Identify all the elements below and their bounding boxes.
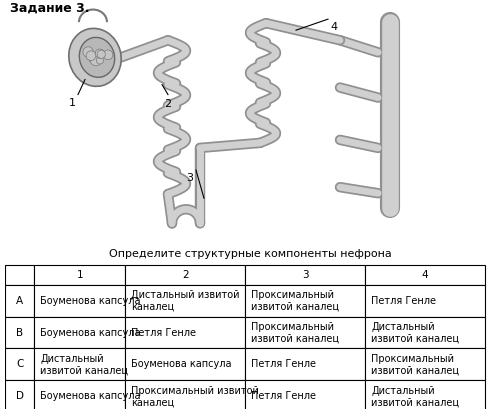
Bar [245,285,365,317]
Text: 4: 4 [422,270,428,280]
Bar [245,265,365,285]
Bar [365,317,485,348]
Bar [245,348,365,380]
Bar [365,380,485,409]
Bar [365,348,485,380]
Text: Боуменова капсула: Боуменова капсула [131,360,232,369]
Bar [5,265,34,285]
Bar [125,348,245,380]
Text: 4: 4 [330,22,337,32]
Text: Боуменова капсула: Боуменова капсула [40,391,141,401]
Text: 2: 2 [164,99,172,109]
Bar [125,265,245,285]
Bar [5,348,34,380]
Text: Дистальный
извитой каналец: Дистальный извитой каналец [371,386,459,407]
Circle shape [95,49,104,58]
Bar [5,285,34,317]
Text: Петля Генле: Петля Генле [251,391,316,401]
Circle shape [90,54,102,66]
Text: Определите структурные компоненты нефрона: Определите структурные компоненты нефрон… [108,249,392,258]
Circle shape [83,47,94,57]
Circle shape [86,51,96,61]
Circle shape [96,57,103,64]
Bar [245,380,365,409]
Text: D: D [16,391,24,401]
Bar [365,265,485,285]
Text: 3: 3 [302,270,308,280]
Text: Проксимальный
извитой каналец: Проксимальный извитой каналец [251,290,339,311]
Text: Петля Генле: Петля Генле [371,296,436,306]
Bar [34,380,125,409]
Text: Проксимальный
извитой каналец: Проксимальный извитой каналец [251,322,339,343]
Circle shape [89,56,96,63]
Text: 3: 3 [186,173,193,183]
Ellipse shape [80,37,114,77]
Text: Боуменова капсула: Боуменова капсула [40,296,141,306]
Text: Проксимальный извитой
каналец: Проксимальный извитой каналец [131,386,259,407]
Bar [34,317,125,348]
Bar [125,285,245,317]
Text: B: B [16,328,24,337]
Circle shape [103,50,113,60]
Bar [34,348,125,380]
Bar [5,317,34,348]
Ellipse shape [69,28,121,86]
Bar [125,317,245,348]
Bar [34,285,125,317]
Text: Дистальный
извитой каналец: Дистальный извитой каналец [40,354,128,375]
Bar [245,317,365,348]
Bar [125,380,245,409]
Text: A: A [16,296,24,306]
Text: Петля Генле: Петля Генле [131,328,196,337]
Text: 1: 1 [76,270,83,280]
Text: Проксимальный
извитой каналец: Проксимальный извитой каналец [371,354,459,375]
Text: 1: 1 [68,98,75,108]
Text: Дистальный извитой
каналец: Дистальный извитой каналец [131,290,240,311]
Text: Задание 3.: Задание 3. [10,2,90,15]
Bar [5,380,34,409]
Text: Дистальный
извитой каналец: Дистальный извитой каналец [371,322,459,343]
Text: Петля Генле: Петля Генле [251,360,316,369]
Text: Боуменова капсула: Боуменова капсула [40,328,141,337]
Text: C: C [16,360,24,369]
Bar [34,265,125,285]
Bar [365,285,485,317]
Circle shape [97,50,106,58]
Text: 2: 2 [182,270,188,280]
